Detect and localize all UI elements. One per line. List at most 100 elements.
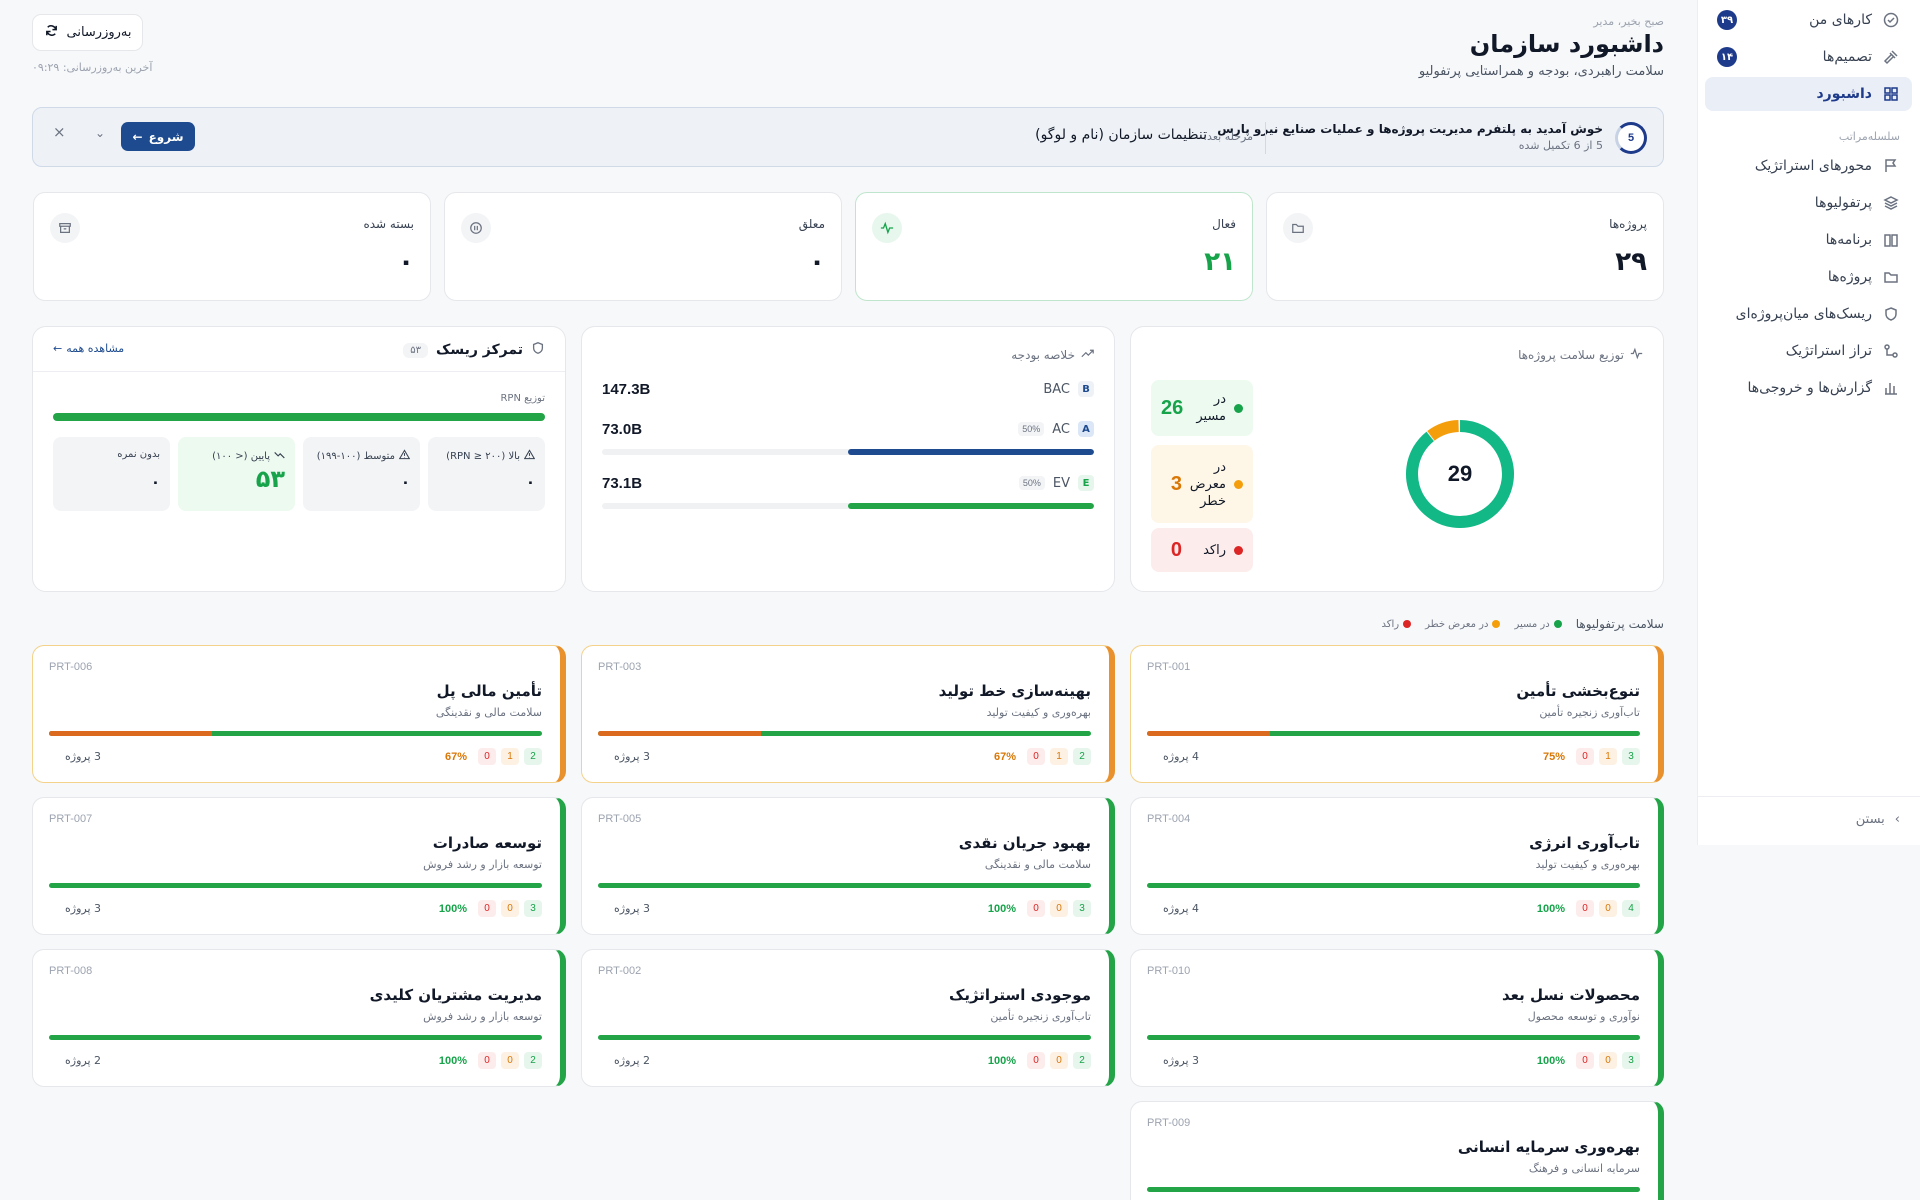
stat-label: بسته شده [363,217,414,231]
portfolio-health-bar-risk [598,731,761,736]
at-risk-count: 0 [1050,1052,1068,1069]
on-track-count: 3 [1622,1052,1640,1069]
stat-card-suspended[interactable]: معلق ۰ [444,192,842,301]
next-stage-label: مرحله بعد: [1203,130,1253,143]
sidebar-item-label: پروژه‌ها [1827,269,1872,285]
portfolio-card[interactable]: PRT-001 تنوع‌بخشی تأمین تاب‌آوری زنجیره تأ… [1130,645,1664,783]
portfolio-health-percent: 100% [987,1054,1016,1067]
ev-value: 73.1B [602,475,643,492]
shield-icon [1882,305,1900,323]
sidebar-item-projects[interactable]: پروژه‌ها [1705,260,1912,294]
risk-box-value: ۵۳ [255,465,285,493]
portfolio-health-bar [49,731,542,736]
at-risk-count: 1 [501,748,519,765]
risk-box-high[interactable]: بالا (RPN ≥ ۲۰۰) ۰ [428,437,545,511]
sidebar-item-label: تصمیم‌ها [1822,49,1872,65]
legend-on-track[interactable]: در مسیر 26 [1151,380,1253,436]
legend-at-risk[interactable]: در معرض خطر 3 [1151,445,1253,523]
legend-label: راکد [1203,542,1226,558]
portfolio-category: توسعه بازار و رشد فروش [423,1010,542,1023]
portfolio-name: بهره‌وری سرمایه انسانی [1457,1138,1640,1156]
chevron-down-icon[interactable]: ⌄ [95,126,106,140]
at-risk-count: 0 [501,900,519,917]
ev-label: E EV 50% [1018,475,1094,491]
sidebar-item-portfolios[interactable]: پرتفولیوها [1705,186,1912,220]
sidebar-item-strategic-axes[interactable]: محورهای استراتژیک [1705,149,1912,183]
sidebar-item-reports[interactable]: گزارش‌ها و خروجی‌ها [1705,371,1912,405]
sidebar-item-my-tasks[interactable]: کارهای من ۳۹ [1705,3,1912,37]
risk-box-medium[interactable]: متوسط (۱۰۰-۱۹۹) ۰ [303,437,420,511]
sidebar-close-button[interactable]: › بستن [1856,812,1900,827]
sidebar-close-label: بستن [1855,812,1885,827]
legend-count: 3 [1170,472,1182,495]
sidebar-item-decisions[interactable]: تصمیم‌ها ۱۴ [1705,40,1912,74]
sidebar-item-strategic-alignment[interactable]: تراز استراتژیک [1705,334,1912,368]
sidebar-item-programs[interactable]: برنامه‌ها [1705,223,1912,257]
portfolio-name: تاب‌آوری انرژی [1529,834,1640,852]
portfolio-health-bar [598,1035,1091,1040]
portfolio-health-bar [49,883,542,888]
stalled-count: 0 [1027,900,1045,917]
portfolio-stats: 3 1 0 75% [1543,748,1640,765]
portfolio-card[interactable]: PRT-006 تأمین مالی پل سلامت مالی و نقدینگی… [32,645,566,783]
on-track-count: 2 [1073,1052,1091,1069]
archive-icon [50,213,80,243]
portfolio-project-count: 4 پروژه [1163,902,1200,915]
health-title-text: توزیع سلامت پروژه‌ها [1518,348,1624,362]
portfolio-card[interactable]: PRT-005 بهبود جریان نقدی سلامت مالی و نقدی… [581,797,1115,935]
ac-label: A AC 50% [1018,421,1094,437]
risk-box-unscored[interactable]: بدون نمره ۰ [53,437,170,511]
portfolio-card[interactable]: PRT-004 تاب‌آوری انرژی بهره‌وری و کیفیت تو… [1130,797,1664,935]
portfolio-card[interactable]: PRT-008 مدیریت مشتریان کلیدی توسعه بازار و… [32,949,566,1087]
at-risk-count: 0 [501,1052,519,1069]
portfolio-card[interactable]: PRT-009 بهره‌وری سرمایه انسانی سرمایه انسا… [1130,1101,1664,1200]
legend-stalled[interactable]: راکد 0 [1151,528,1253,572]
donut-segment[interactable] [1403,417,1517,531]
legend-label: در معرض خطر [1425,618,1489,630]
view-all-link[interactable]: مشاهده همه ← [53,342,124,355]
last-update: آخرین به‌روزرسانی: ۰۹:۲۹ [32,61,153,74]
stat-value: ۲۹ [1615,247,1647,277]
portfolio-category: بهره‌وری و کیفیت تولید [1535,858,1640,871]
sidebar-item-cross-risks[interactable]: ریسک‌های میان‌پروژه‌ای [1705,297,1912,331]
risk-panel-title: تمرکز ریسک ۵۳ [403,341,545,359]
refresh-button[interactable]: به‌روزرسانی [32,14,143,51]
risk-box-low[interactable]: پایین (< ۱۰۰) ۵۳ [178,437,295,511]
check-circle-icon [1882,11,1900,29]
stalled-dot [1234,545,1243,555]
view-all-label: مشاهده همه [66,342,125,355]
ev-percent: 50% [1018,476,1045,490]
legend-on-track: در مسیر [1514,619,1562,630]
start-button[interactable]: شروع ← [121,122,195,151]
legend-count: 0 [1170,538,1182,561]
on-track-count: 2 [524,1052,542,1069]
portfolio-health-bar-risk [1147,731,1271,736]
portfolio-card[interactable]: PRT-010 محصولات نسل بعد نوآوری و توسعه محص… [1130,949,1664,1087]
portfolio-card[interactable]: PRT-003 بهینه‌سازی خط تولید بهره‌وری و کیف… [581,645,1115,783]
portfolio-name: تأمین مالی پل [436,682,542,700]
stat-card-projects[interactable]: پروژه‌ها ۲۹ [1266,192,1664,301]
at-risk-count: 1 [1050,748,1068,765]
legend-label: راکد [1381,618,1400,630]
close-icon[interactable]: × [53,123,66,141]
sidebar-item-dashboard[interactable]: داشبورد [1705,77,1912,111]
portfolio-health-bar-risk [49,731,212,736]
ac-value: 73.0B [602,421,643,438]
sidebar-item-label: پرتفولیوها [1814,195,1872,211]
page-subtitle: سلامت راهبردی، بودجه و همراستایی پرتفولی… [1418,64,1664,79]
stat-card-closed[interactable]: بسته شده ۰ [33,192,431,301]
stat-card-active[interactable]: فعال ۲۱ [855,192,1253,301]
portfolio-code: PRT-008 [49,965,93,977]
bac-label: B BAC [1043,381,1094,397]
risk-box-label: بالا (RPN ≥ ۲۰۰) [446,449,536,463]
portfolio-code: PRT-001 [1147,661,1191,673]
stalled-count: 0 [478,748,496,765]
budget-panel-title: خلاصه بودجه [1011,347,1094,363]
portfolio-card[interactable]: PRT-002 موجودی استراتژیک تاب‌آوری زنجیره ت… [581,949,1115,1087]
portfolio-name: موجودی استراتژیک [948,986,1091,1004]
portfolio-card[interactable]: PRT-007 توسعه صادرات توسعه بازار و رشد فرو… [32,797,566,935]
stalled-count: 0 [1027,1052,1045,1069]
stat-value: ۰ [809,247,825,277]
activity-icon [872,213,902,243]
donut-segment[interactable] [1403,417,1517,531]
